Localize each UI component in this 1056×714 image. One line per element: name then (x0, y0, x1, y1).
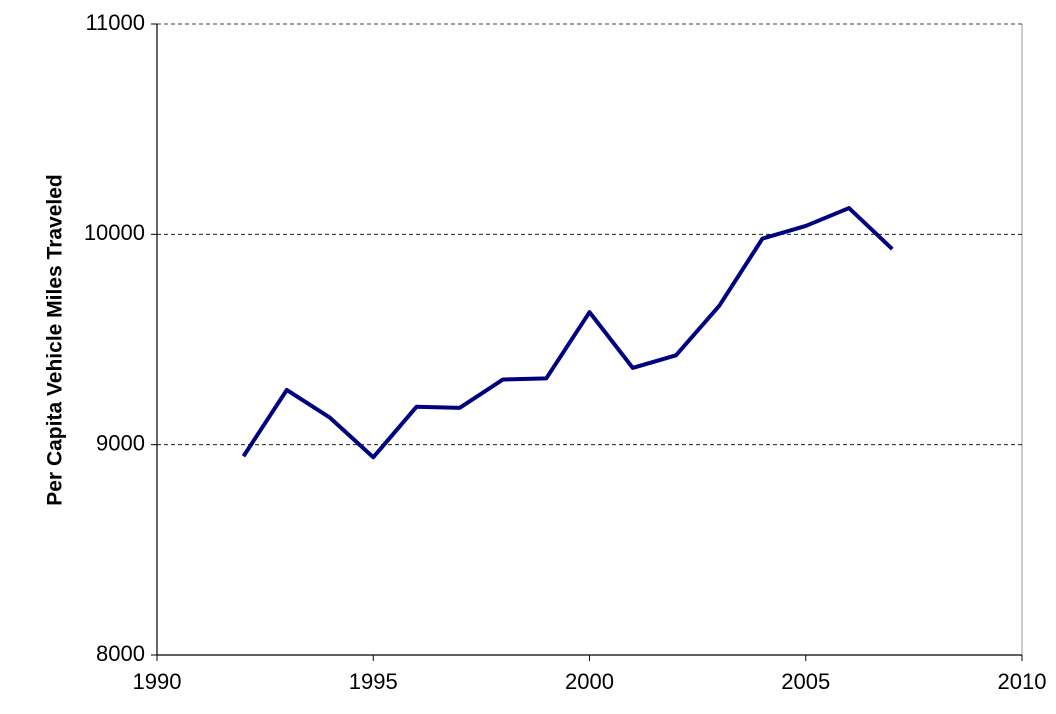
y-axis-label: Per Capita Vehicle Miles Traveled (44, 174, 67, 506)
data-line (241, 206, 894, 460)
y-tick-label: 10000 (84, 220, 145, 245)
x-tick-label: 2005 (781, 669, 830, 694)
x-tick-label: 1990 (133, 669, 182, 694)
x-tick-label: 1995 (349, 669, 398, 694)
y-tick-label: 11000 (85, 10, 145, 35)
x-tick-label: 2000 (565, 669, 614, 694)
x-tick-label: 2010 (998, 669, 1047, 694)
y-tick-label: 8000 (96, 641, 145, 666)
y-tick-label: 9000 (96, 430, 145, 455)
